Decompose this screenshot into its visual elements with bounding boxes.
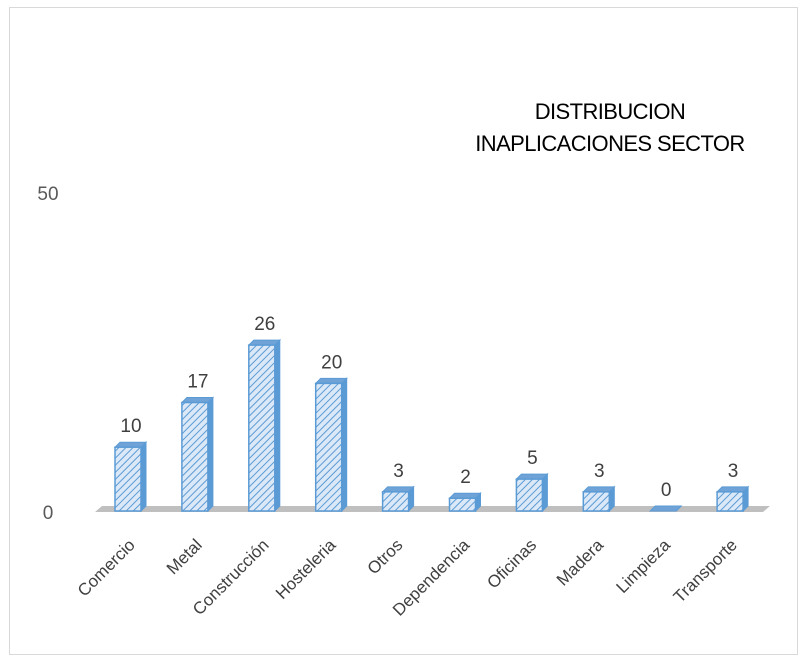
bar-top xyxy=(648,505,683,512)
y-tick-label: 0 xyxy=(43,503,54,524)
data-label: 17 xyxy=(187,372,208,393)
bar-top xyxy=(715,486,750,493)
x-tick-label: Madera xyxy=(553,535,608,590)
bar-front xyxy=(716,491,744,512)
bar xyxy=(648,505,683,512)
bar-front xyxy=(114,446,142,512)
bar xyxy=(448,492,482,513)
bar xyxy=(314,377,348,513)
chart-frame xyxy=(9,7,798,655)
y-tick-label: 50 xyxy=(37,184,58,205)
bar xyxy=(582,485,616,513)
chart-title: DISTRIBUCION INAPLICACIONES SECTOR xyxy=(430,96,790,160)
y-axis-ticks: 0 50 xyxy=(37,184,58,524)
chart-title-line-1: DISTRIBUCION xyxy=(534,99,686,124)
bar xyxy=(381,485,415,513)
bar-front xyxy=(515,478,544,512)
data-label: 5 xyxy=(527,448,538,469)
chart-title-line-2: INAPLICACIONES SECTOR xyxy=(475,131,745,156)
x-tick-label: Otros xyxy=(364,535,407,578)
x-tick-label: Limpieza xyxy=(612,535,674,597)
bar-top xyxy=(381,486,415,493)
data-labels: 10 17 26 20 3 2 5 3 0 3 xyxy=(120,314,738,501)
bar xyxy=(180,396,215,513)
bar-top xyxy=(180,397,215,404)
data-label: 26 xyxy=(254,314,275,335)
bar xyxy=(515,472,549,513)
x-tick-label: Comercio xyxy=(74,535,139,600)
x-tick-label: Transporte xyxy=(670,535,741,606)
data-label: 10 xyxy=(120,416,141,437)
bar-front xyxy=(248,344,276,512)
data-label: 0 xyxy=(661,480,672,501)
bar-top xyxy=(515,473,549,480)
data-label: 20 xyxy=(321,352,342,373)
bar-front xyxy=(381,491,410,512)
data-label: 3 xyxy=(393,461,404,482)
bar-front xyxy=(181,401,209,512)
data-label: 3 xyxy=(728,461,739,482)
bar-front xyxy=(314,382,343,512)
x-tick-label: Hosteleria xyxy=(272,535,340,603)
x-tick-label: Metal xyxy=(163,535,206,578)
bar-top xyxy=(448,492,482,499)
data-label: 3 xyxy=(594,461,605,482)
bar xyxy=(715,485,750,513)
bar-top xyxy=(582,486,616,493)
bars xyxy=(113,338,750,513)
bar xyxy=(247,338,282,513)
bar xyxy=(113,440,148,513)
bar-front xyxy=(582,491,611,512)
x-tick-label: Oficinas xyxy=(483,535,540,592)
data-label: 2 xyxy=(460,467,471,488)
bar-front xyxy=(448,497,477,512)
